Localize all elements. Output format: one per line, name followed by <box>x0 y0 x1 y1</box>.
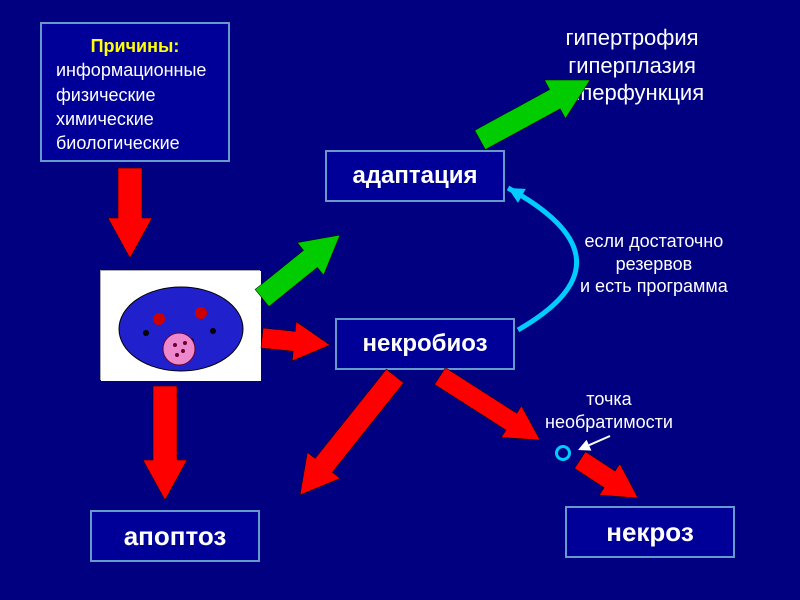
point-marker <box>555 445 571 461</box>
node-adaptacia: адаптация <box>325 150 505 202</box>
cell-illustration <box>100 270 260 380</box>
causes-item-1: физические <box>56 83 214 107</box>
causes-item-2: химические <box>56 107 214 131</box>
label-irrevers: точканеобратимости <box>545 388 673 433</box>
node-nekrobioz: некробиоз <box>335 318 515 370</box>
causes-title: Причины: <box>56 34 214 58</box>
cell-icon <box>101 271 261 381</box>
label-reserves: если достаточнорезервови есть программа <box>580 230 728 298</box>
node-nekroz: некроз <box>565 506 735 558</box>
node-apoptoz-label: апоптоз <box>124 521 227 552</box>
causes-box: Причины: информационные физические химич… <box>40 22 230 162</box>
node-nekroz-label: некроз <box>606 517 694 548</box>
causes-item-0: информационные <box>56 58 214 82</box>
causes-item-3: биологические <box>56 131 214 155</box>
node-apoptoz: апоптоз <box>90 510 260 562</box>
node-adaptacia-label: адаптация <box>352 162 477 190</box>
label-hyper: гипертрофиягиперплазиягиперфункция <box>560 24 704 107</box>
node-nekrobioz-label: некробиоз <box>362 330 487 358</box>
